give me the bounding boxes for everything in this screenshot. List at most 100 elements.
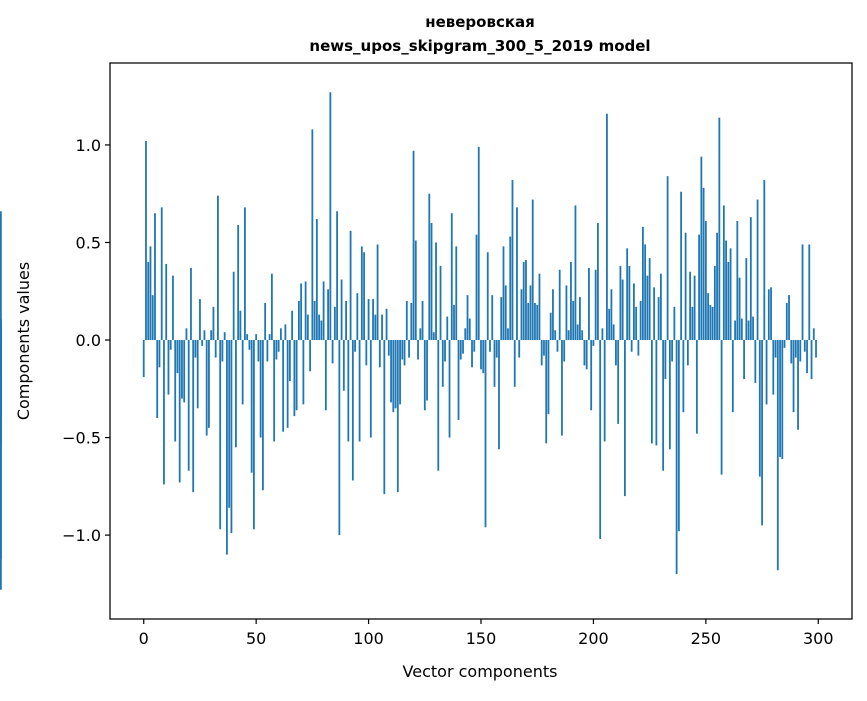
bar-113	[396, 340, 399, 493]
bar-214	[624, 340, 626, 497]
bar-77	[315, 219, 318, 341]
bar-144	[466, 295, 469, 341]
x-tick-label: 250	[691, 629, 722, 648]
bar-211	[617, 340, 620, 424]
bar-183	[554, 330, 557, 341]
bar-257	[720, 340, 723, 475]
bar-173	[531, 199, 534, 341]
bar-72	[304, 281, 307, 341]
y-tick-label: 1.0	[76, 136, 101, 155]
bar-6	[156, 340, 159, 419]
bar-100	[367, 299, 370, 341]
bar-221	[639, 301, 642, 341]
bar-275	[761, 340, 763, 526]
bar-268	[745, 258, 748, 341]
bar-278	[767, 289, 770, 341]
bar-98	[363, 252, 365, 341]
bar-237	[675, 340, 678, 575]
bar-115	[401, 340, 404, 360]
y-tick-label: −0.5	[62, 429, 101, 448]
bar-118	[408, 340, 410, 358]
bar-18	[183, 340, 186, 403]
bar-277	[765, 340, 768, 405]
bar-3	[149, 246, 152, 341]
bar-274	[758, 340, 761, 477]
bar-116	[403, 340, 406, 366]
bar-27	[203, 330, 206, 341]
bar-40	[232, 271, 235, 341]
bar-269	[747, 320, 750, 341]
bar-74	[309, 340, 312, 372]
bar-8	[160, 207, 163, 341]
bar-184	[556, 340, 559, 352]
bar-110	[390, 340, 392, 403]
bar-185	[558, 269, 561, 341]
bar-283	[779, 340, 781, 458]
bar-188	[565, 285, 568, 341]
bar-0	[142, 340, 145, 378]
bar-29	[208, 340, 210, 428]
bar-10	[165, 263, 168, 341]
bar-80	[322, 281, 325, 341]
bar-30	[210, 330, 213, 341]
bar-111	[392, 340, 395, 413]
bar-67	[293, 340, 296, 417]
bar-76	[313, 301, 316, 341]
bar-132	[439, 265, 442, 341]
bar-272	[754, 340, 757, 383]
bar-123	[419, 328, 422, 341]
bar-61	[279, 328, 282, 341]
bar-55	[266, 340, 269, 362]
bar-229	[657, 297, 660, 341]
bar-167	[518, 340, 521, 358]
bar-15	[176, 340, 179, 374]
bar-252	[709, 304, 712, 341]
bar-38	[228, 340, 231, 508]
bar-182	[552, 289, 554, 341]
y-tick-label: 0.0	[76, 331, 101, 350]
bar-68	[295, 340, 298, 411]
bar-233	[666, 176, 669, 341]
bar-93	[351, 340, 354, 481]
bar-202	[597, 222, 599, 341]
bar-28	[205, 340, 208, 436]
bar-125	[423, 340, 426, 411]
bar-240	[682, 340, 685, 413]
bar-299	[815, 340, 817, 358]
bar-148	[475, 234, 478, 341]
bar-215	[626, 248, 629, 341]
y-axis-ticks: −1.0 −0.5 0.0 0.5 1.0	[62, 136, 110, 545]
bar-244	[691, 306, 694, 341]
bar-190	[570, 261, 572, 341]
bar-282	[776, 340, 779, 571]
bar-13	[172, 275, 174, 341]
bar-66	[291, 310, 294, 341]
bar-96	[358, 340, 361, 442]
bar-187	[563, 340, 566, 362]
bar-114	[399, 340, 401, 405]
bar-25	[199, 299, 201, 341]
bar-101	[369, 340, 372, 438]
bar-217	[630, 340, 633, 352]
bar-91	[347, 340, 350, 442]
bar-255	[716, 232, 718, 341]
bar-293	[801, 244, 804, 341]
bar-171	[527, 302, 530, 341]
bar-156	[493, 340, 496, 387]
bar-154	[489, 340, 491, 352]
bar-32	[214, 340, 217, 358]
x-tick-label: 150	[466, 629, 497, 648]
bar-292	[799, 340, 802, 362]
bar-192	[574, 205, 577, 341]
bar-53	[262, 340, 264, 491]
bar-50	[255, 334, 258, 341]
bar-48	[250, 340, 253, 473]
bar-2	[147, 261, 150, 341]
bar-254	[713, 265, 716, 341]
bar-45	[244, 207, 246, 341]
bar-24	[196, 340, 199, 409]
bar-230	[659, 273, 662, 341]
bar-150	[480, 340, 482, 370]
